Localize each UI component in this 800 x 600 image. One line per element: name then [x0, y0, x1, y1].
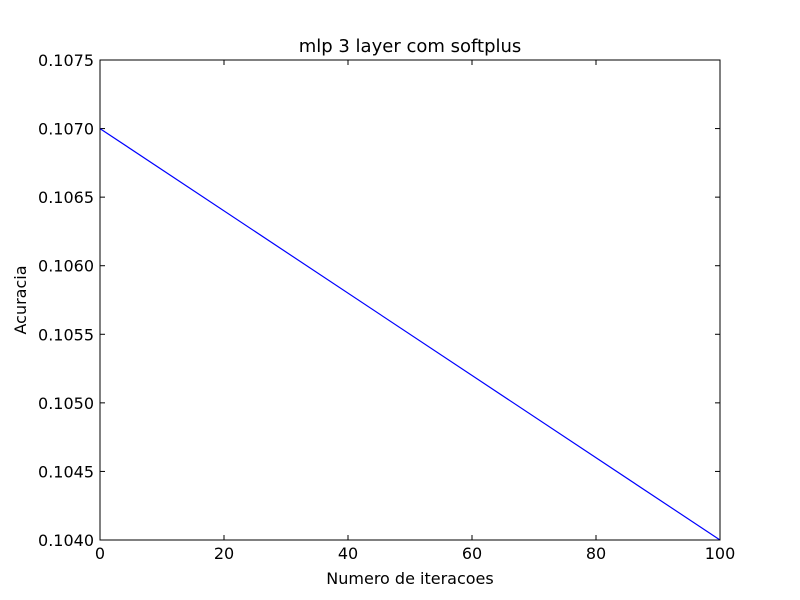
y-tick-label: 0.1075	[38, 51, 94, 70]
x-tick-label: 20	[214, 544, 234, 563]
y-tick-label: 0.1070	[38, 120, 94, 139]
x-axis-ticks: 0 20 40 60 80 100	[95, 60, 735, 563]
y-tick-label: 0.1065	[38, 188, 94, 207]
plot-frame	[99, 59, 721, 541]
y-tick-label: 0.1060	[38, 257, 94, 276]
y-tick-label: 0.1040	[38, 531, 94, 550]
x-axis-label: Numero de iteracoes	[326, 569, 493, 588]
x-tick-label: 60	[462, 544, 482, 563]
x-tick-label: 0	[95, 544, 105, 563]
y-tick-label: 0.1045	[38, 462, 94, 481]
series-line	[99, 128, 721, 541]
chart-title: mlp 3 layer com softplus	[299, 36, 522, 57]
x-tick-label: 100	[705, 544, 736, 563]
y-tick-label: 0.1050	[38, 394, 94, 413]
series-layer	[99, 128, 721, 541]
x-tick-label: 40	[338, 544, 358, 563]
y-tick-label: 0.1055	[38, 325, 94, 344]
y-axis-label: Acuracia	[11, 265, 30, 334]
x-tick-label: 80	[586, 544, 606, 563]
y-axis-ticks: 0.1040 0.1045 0.1050 0.1055 0.1060 0.1065 0.10…	[38, 51, 720, 550]
